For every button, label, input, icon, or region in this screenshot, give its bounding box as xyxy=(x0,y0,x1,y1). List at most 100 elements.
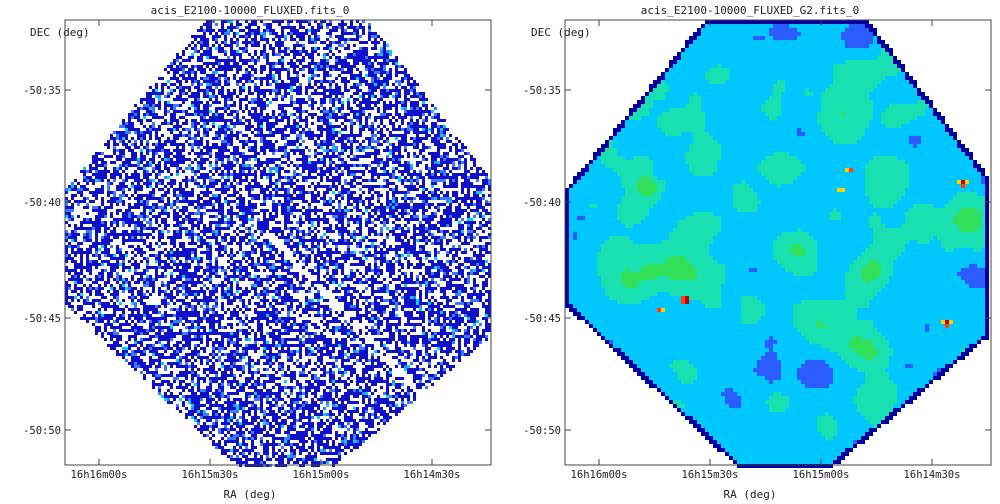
count-pixel xyxy=(257,212,260,215)
count-pixel xyxy=(173,233,176,236)
count-pixel xyxy=(257,59,260,62)
count-pixel xyxy=(344,83,347,86)
count-pixel xyxy=(254,44,257,47)
count-pixel xyxy=(221,128,224,131)
count-pixel xyxy=(446,137,449,140)
count-pixel xyxy=(158,104,161,107)
count-pixel xyxy=(338,23,341,26)
count-pixel xyxy=(356,38,359,41)
count-pixel xyxy=(173,104,176,107)
count-pixel xyxy=(206,38,209,41)
count-pixel xyxy=(284,125,287,128)
count-pixel xyxy=(347,101,350,104)
count-pixel xyxy=(167,158,170,161)
count-pixel xyxy=(410,137,413,140)
count-pixel xyxy=(305,158,308,161)
count-pixel xyxy=(467,230,470,233)
count-pixel xyxy=(377,68,380,71)
count-pixel xyxy=(464,200,467,203)
count-pixel xyxy=(239,164,242,167)
count-pixel xyxy=(101,215,104,218)
count-pixel xyxy=(125,194,128,197)
count-pixel xyxy=(233,188,236,191)
count-pixel xyxy=(422,236,425,239)
count-pixel xyxy=(158,95,161,98)
count-pixel xyxy=(182,74,185,77)
count-pixel xyxy=(380,50,383,53)
count-pixel xyxy=(389,134,392,137)
count-pixel xyxy=(254,206,257,209)
count-pixel xyxy=(161,149,164,152)
count-pixel xyxy=(233,26,236,29)
count-pixel xyxy=(452,236,455,239)
count-pixel xyxy=(239,131,242,134)
count-pixel xyxy=(350,23,353,26)
count-pixel xyxy=(128,119,131,122)
count-pixel xyxy=(389,158,392,161)
count-pixel xyxy=(155,146,158,149)
count-pixel xyxy=(479,236,482,239)
count-pixel xyxy=(107,140,110,143)
count-pixel xyxy=(395,215,398,218)
count-pixel xyxy=(185,86,188,89)
count-pixel xyxy=(314,35,317,38)
count-pixel xyxy=(365,218,368,221)
count-pixel xyxy=(191,236,194,239)
count-pixel xyxy=(410,107,413,110)
count-pixel xyxy=(293,83,296,86)
count-pixel xyxy=(338,167,341,170)
count-pixel xyxy=(422,185,425,188)
count-pixel xyxy=(326,200,329,203)
count-pixel xyxy=(149,134,152,137)
count-pixel xyxy=(122,215,125,218)
count-pixel xyxy=(404,128,407,131)
count-pixel xyxy=(284,95,287,98)
count-pixel xyxy=(290,212,293,215)
count-pixel xyxy=(128,176,131,179)
count-pixel xyxy=(128,116,131,119)
count-pixel xyxy=(323,68,326,71)
count-pixel xyxy=(344,65,347,68)
count-pixel xyxy=(155,137,158,140)
count-pixel xyxy=(488,182,491,185)
count-pixel xyxy=(443,170,446,173)
count-pixel xyxy=(308,56,311,59)
count-pixel xyxy=(467,233,470,236)
count-pixel xyxy=(230,215,233,218)
count-pixel xyxy=(263,68,266,71)
count-pixel xyxy=(221,221,224,224)
count-pixel xyxy=(221,146,224,149)
count-pixel xyxy=(191,47,194,50)
count-pixel xyxy=(323,158,326,161)
count-pixel xyxy=(263,170,266,173)
count-pixel xyxy=(410,236,413,239)
count-pixel xyxy=(185,200,188,203)
count-pixel xyxy=(236,215,239,218)
count-pixel xyxy=(344,206,347,209)
count-pixel xyxy=(299,110,302,113)
count-pixel xyxy=(224,167,227,170)
count-pixel xyxy=(233,212,236,215)
count-pixel xyxy=(134,215,137,218)
count-pixel xyxy=(344,182,347,185)
counts-image xyxy=(65,20,491,467)
count-pixel xyxy=(260,224,263,227)
count-pixel xyxy=(311,134,314,137)
count-pixel xyxy=(266,128,269,131)
count-pixel xyxy=(68,209,71,212)
count-pixel xyxy=(254,176,257,179)
count-pixel xyxy=(194,242,197,245)
count-pixel xyxy=(359,125,362,128)
count-pixel xyxy=(104,167,107,170)
count-pixel xyxy=(197,221,200,224)
count-pixel xyxy=(143,200,146,203)
count-pixel xyxy=(407,197,410,200)
count-pixel xyxy=(377,83,380,86)
count-pixel xyxy=(251,92,254,95)
count-pixel xyxy=(404,236,407,239)
count-pixel xyxy=(350,110,353,113)
count-pixel xyxy=(77,188,80,191)
count-pixel xyxy=(326,149,329,152)
count-pixel xyxy=(368,35,371,38)
count-pixel xyxy=(272,68,275,71)
